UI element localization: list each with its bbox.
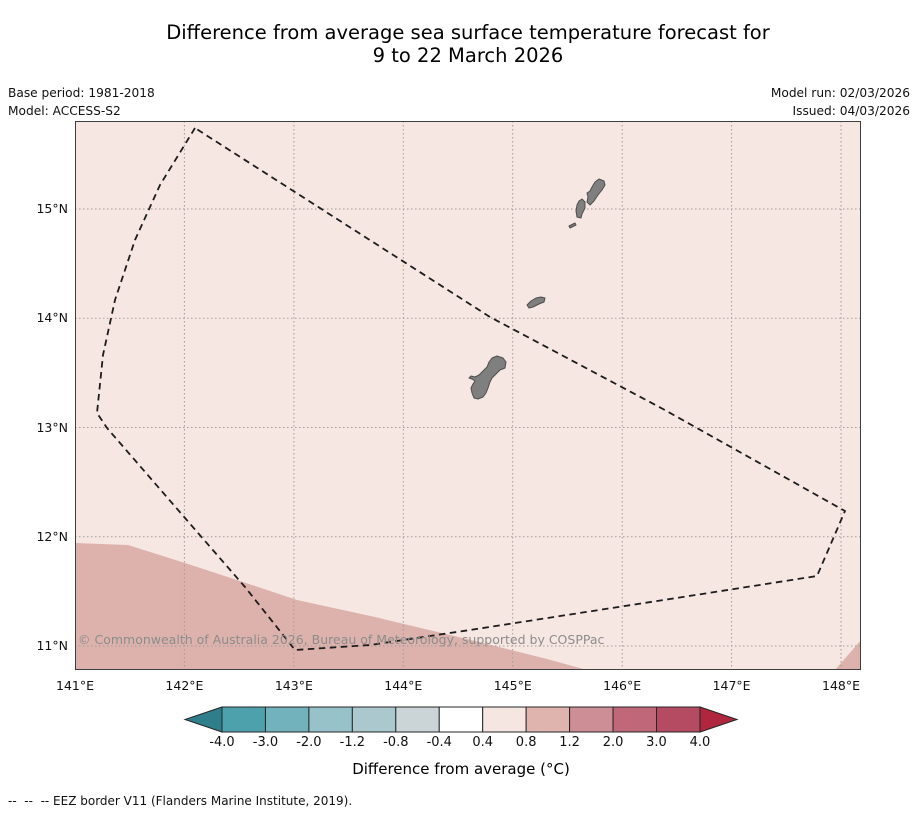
colorbar-segment bbox=[438, 706, 484, 733]
copyright-watermark: © Commonwealth of Australia 2026, Bureau… bbox=[78, 632, 605, 647]
x-tick-label: 141°E bbox=[55, 678, 95, 693]
issued-text: Issued: 04/03/2026 bbox=[792, 104, 910, 118]
colorbar-tick-label: -0.4 bbox=[426, 735, 452, 750]
y-tick-label: 12°N bbox=[36, 528, 68, 544]
colorbar bbox=[183, 706, 739, 733]
page-title: Difference from average sea surface temp… bbox=[75, 21, 861, 67]
island-rota bbox=[526, 296, 546, 309]
x-tick-label: 144°E bbox=[384, 678, 423, 693]
colorbar-segment bbox=[395, 706, 440, 733]
meta-right: Model run: 02/03/2026 Issued: 04/03/2026 bbox=[771, 84, 910, 120]
colorbar-segment bbox=[264, 706, 310, 733]
colorbar-tick-label: -1.2 bbox=[339, 735, 366, 750]
colorbar-right-arrow bbox=[699, 706, 739, 733]
title-line-1: Difference from average sea surface temp… bbox=[166, 21, 770, 44]
colorbar-segment bbox=[569, 706, 614, 733]
colorbar-tick-label: 0.4 bbox=[472, 735, 494, 750]
eez-border-line bbox=[96, 126, 847, 651]
map-svg bbox=[75, 121, 861, 670]
island-saipan bbox=[586, 178, 606, 206]
colorbar-axis-label: Difference from average (°C) bbox=[352, 760, 570, 778]
x-tick-label: 147°E bbox=[712, 678, 751, 693]
colorbar-left-arrow bbox=[183, 706, 223, 733]
colorbar-tick-label: 2.0 bbox=[602, 735, 624, 750]
island-tinian bbox=[575, 198, 586, 219]
y-tick-label: 15°N bbox=[36, 201, 68, 216]
x-tick-label: 145°E bbox=[493, 678, 532, 693]
colorbar-segment bbox=[221, 706, 266, 733]
colorbar-segments bbox=[221, 706, 701, 733]
x-tick-label: 142°E bbox=[165, 678, 204, 693]
colorbar-tick-label: -4.0 bbox=[209, 735, 235, 750]
colorbar-tick-label: -0.8 bbox=[383, 735, 409, 750]
y-tick-label: 13°N bbox=[36, 419, 68, 435]
colorbar-tick-labels: -4.0 -3.0 -2.0 -1.2 -0.8 -0.4 0.4 0.8 1.2 2.0 3.0 4… bbox=[183, 735, 739, 753]
y-tick-label: 14°N bbox=[36, 310, 68, 326]
colorbar-tick-label: 1.2 bbox=[559, 735, 580, 750]
model-text: Model: ACCESS-S2 bbox=[8, 104, 121, 118]
x-tick-label: 148°E bbox=[821, 678, 861, 693]
map-frame bbox=[75, 121, 861, 670]
colorbar-segment bbox=[525, 706, 571, 733]
colorbar-segment bbox=[656, 706, 701, 733]
eez-legend-text: -- -- -- EEZ border V11 (Flanders Marine… bbox=[8, 794, 353, 808]
colorbar-segment bbox=[308, 706, 353, 733]
colorbar-segment bbox=[351, 706, 397, 733]
model-run-text: Model run: 02/03/2026 bbox=[770, 86, 910, 100]
colorbar-segment bbox=[612, 706, 657, 733]
x-tick-label: 146°E bbox=[603, 678, 642, 693]
title-line-2: 9 to 22 March 2026 bbox=[372, 44, 564, 67]
meta-left: Base period: 1981-2018 Model: ACCESS-S2 bbox=[8, 84, 155, 120]
sea-anomaly-dark-region-southwest bbox=[75, 543, 587, 670]
islands bbox=[468, 178, 606, 400]
colorbar-segment bbox=[482, 706, 527, 733]
colorbar-tick-label: -2.0 bbox=[296, 735, 322, 750]
colorbar-tick-label: 3.0 bbox=[646, 735, 667, 750]
island-aguijan bbox=[568, 222, 577, 229]
colorbar-tick-label: 0.8 bbox=[515, 735, 537, 750]
colorbar-tick-label: -3.0 bbox=[252, 735, 279, 750]
island-guam bbox=[468, 355, 507, 400]
colorbar-tick-label: 4.0 bbox=[689, 735, 711, 750]
x-tick-label: 143°E bbox=[274, 678, 313, 693]
y-tick-label: 11°N bbox=[36, 638, 68, 653]
base-period-text: Base period: 1981-2018 bbox=[8, 86, 155, 100]
map-plot: © Commonwealth of Australia 2026, Bureau… bbox=[75, 121, 861, 670]
